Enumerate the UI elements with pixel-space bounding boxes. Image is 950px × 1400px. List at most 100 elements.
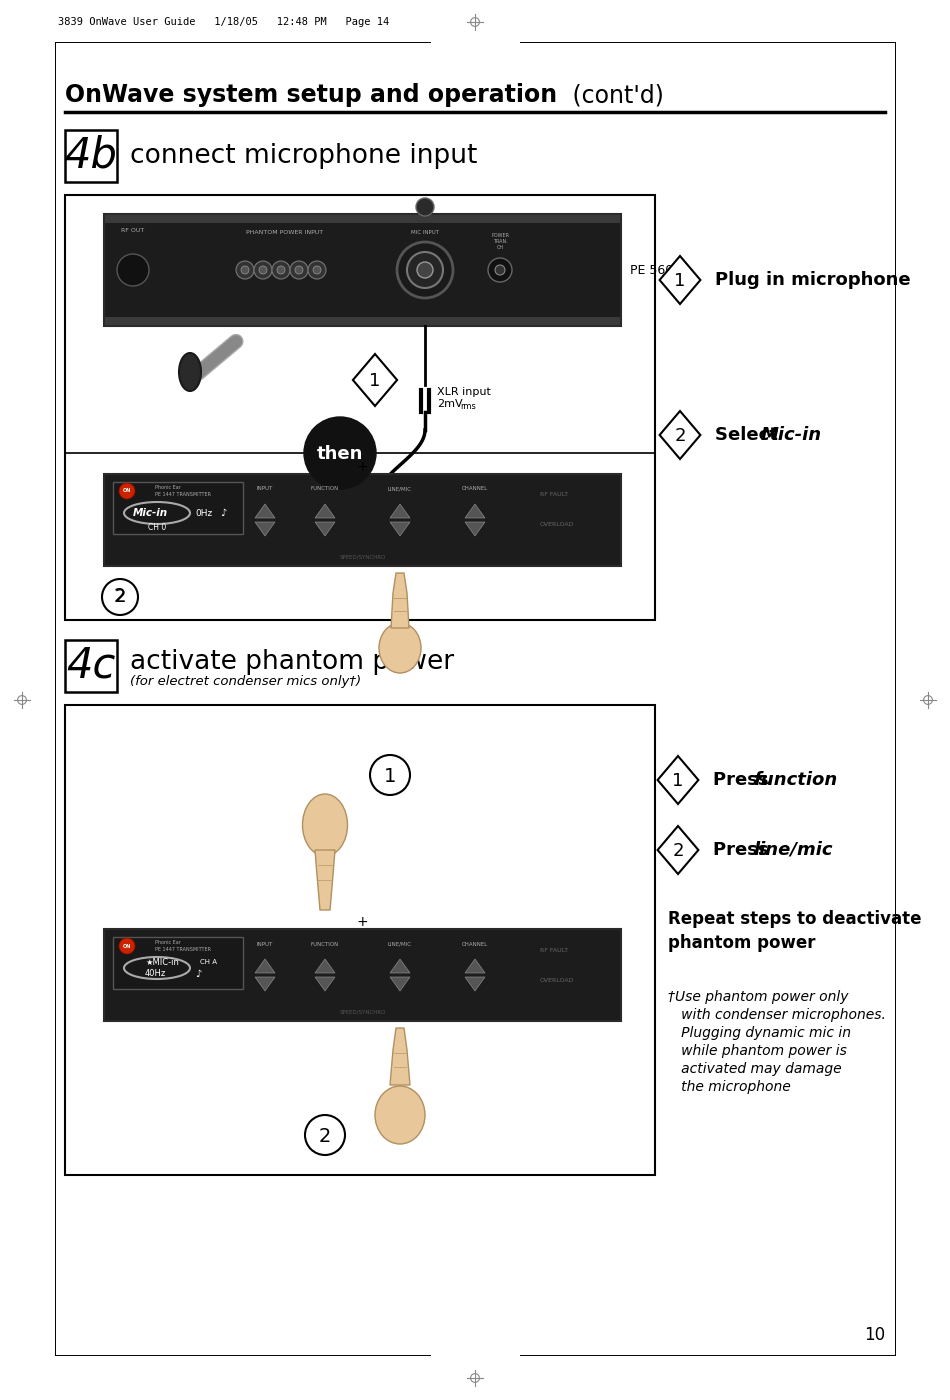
Text: 10: 10 <box>864 1326 885 1344</box>
Polygon shape <box>465 977 485 991</box>
Text: Phonic Ear
PE 1447 TRANSMITTER: Phonic Ear PE 1447 TRANSMITTER <box>155 486 211 497</box>
Circle shape <box>305 1114 345 1155</box>
Polygon shape <box>315 959 335 973</box>
Circle shape <box>117 253 149 286</box>
Text: ★MIC-in: ★MIC-in <box>145 958 179 966</box>
Text: SPEED/SYNCHRO: SPEED/SYNCHRO <box>339 1009 386 1015</box>
Text: 3839 OnWave User Guide   1/18/05   12:48 PM   Page 14: 3839 OnWave User Guide 1/18/05 12:48 PM … <box>58 17 389 27</box>
Text: CH 0: CH 0 <box>148 522 166 532</box>
Polygon shape <box>659 256 700 304</box>
Text: SPEED/SYNCHRO: SPEED/SYNCHRO <box>339 554 386 560</box>
FancyBboxPatch shape <box>65 130 117 182</box>
Text: then: then <box>316 445 363 463</box>
Polygon shape <box>255 504 275 518</box>
FancyBboxPatch shape <box>65 706 655 1175</box>
Text: Press: Press <box>713 841 775 860</box>
Text: (for electret condenser mics only†): (for electret condenser mics only†) <box>130 676 361 689</box>
Text: Plug in microphone: Plug in microphone <box>715 272 911 288</box>
FancyBboxPatch shape <box>104 475 621 566</box>
Polygon shape <box>315 504 335 518</box>
Circle shape <box>102 580 138 615</box>
Ellipse shape <box>302 794 348 855</box>
Text: 0Hz: 0Hz <box>195 508 212 518</box>
FancyBboxPatch shape <box>104 930 621 1021</box>
Text: with condenser microphones.: with condenser microphones. <box>668 1008 885 1022</box>
Text: ♪: ♪ <box>220 508 226 518</box>
Circle shape <box>488 258 512 281</box>
FancyBboxPatch shape <box>65 640 117 692</box>
Polygon shape <box>390 1028 410 1085</box>
Circle shape <box>308 260 326 279</box>
Circle shape <box>295 266 303 274</box>
Text: RF FAULT: RF FAULT <box>540 493 568 497</box>
Text: +: + <box>356 916 369 930</box>
FancyBboxPatch shape <box>65 195 655 620</box>
Circle shape <box>119 938 135 953</box>
Polygon shape <box>255 959 275 973</box>
Ellipse shape <box>375 1086 425 1144</box>
Text: CHANNEL: CHANNEL <box>462 941 488 946</box>
Text: PE 560T: PE 560T <box>630 263 681 277</box>
Text: Press: Press <box>713 771 775 790</box>
Circle shape <box>119 483 135 498</box>
Text: Mic-in: Mic-in <box>132 508 167 518</box>
Polygon shape <box>465 959 485 973</box>
Circle shape <box>241 266 249 274</box>
Text: while phantom power is: while phantom power is <box>668 1044 846 1058</box>
Text: 1: 1 <box>674 272 686 290</box>
Polygon shape <box>352 354 397 406</box>
Text: CH A: CH A <box>200 959 217 965</box>
Circle shape <box>272 260 290 279</box>
Text: FUNCTION: FUNCTION <box>311 487 339 491</box>
Text: RF FAULT: RF FAULT <box>540 948 568 952</box>
FancyBboxPatch shape <box>105 216 620 223</box>
Text: OVERLOAD: OVERLOAD <box>540 522 575 528</box>
Polygon shape <box>255 522 275 536</box>
Polygon shape <box>659 412 700 459</box>
Polygon shape <box>255 977 275 991</box>
Text: ON: ON <box>123 489 131 494</box>
Text: RF OUT: RF OUT <box>122 227 144 232</box>
Text: 40Hz: 40Hz <box>145 969 166 979</box>
Text: CHANNEL: CHANNEL <box>462 487 488 491</box>
FancyBboxPatch shape <box>113 482 243 533</box>
Text: FUNCTION: FUNCTION <box>311 941 339 946</box>
Polygon shape <box>465 522 485 536</box>
Text: OnWave system setup and operation: OnWave system setup and operation <box>65 83 557 106</box>
Text: Phonic Ear
PE 1447 TRANSMITTER: Phonic Ear PE 1447 TRANSMITTER <box>155 941 211 952</box>
Text: 1: 1 <box>384 767 396 785</box>
Text: 4b: 4b <box>65 134 118 176</box>
Text: 2: 2 <box>114 588 126 606</box>
Ellipse shape <box>179 353 201 391</box>
Polygon shape <box>391 573 409 629</box>
Text: the microphone: the microphone <box>668 1079 790 1093</box>
Polygon shape <box>315 522 335 536</box>
Circle shape <box>495 265 505 274</box>
Text: (cont'd): (cont'd) <box>565 83 664 106</box>
Text: †Use phantom power only: †Use phantom power only <box>668 990 848 1004</box>
Text: 2mV: 2mV <box>437 399 463 409</box>
Polygon shape <box>657 756 698 804</box>
Text: XLR input: XLR input <box>437 386 491 398</box>
Text: 1: 1 <box>370 372 381 391</box>
Text: Plugging dynamic mic in: Plugging dynamic mic in <box>668 1026 851 1040</box>
FancyBboxPatch shape <box>104 214 621 326</box>
Circle shape <box>259 266 267 274</box>
FancyBboxPatch shape <box>105 316 620 325</box>
Circle shape <box>416 197 434 216</box>
Polygon shape <box>315 977 335 991</box>
Text: POWER
TRAN.
CH: POWER TRAN. CH <box>491 232 509 251</box>
Text: LINE/MIC: LINE/MIC <box>388 487 412 491</box>
Text: 2: 2 <box>673 841 684 860</box>
Circle shape <box>277 266 285 274</box>
Circle shape <box>254 260 272 279</box>
Circle shape <box>304 417 376 489</box>
Circle shape <box>313 266 321 274</box>
Text: Select: Select <box>715 426 784 444</box>
Polygon shape <box>390 977 410 991</box>
Text: OVERLOAD: OVERLOAD <box>540 977 575 983</box>
Ellipse shape <box>379 623 421 673</box>
Polygon shape <box>657 826 698 874</box>
Text: MIC INPUT: MIC INPUT <box>411 231 439 235</box>
Text: rms: rms <box>460 402 476 412</box>
